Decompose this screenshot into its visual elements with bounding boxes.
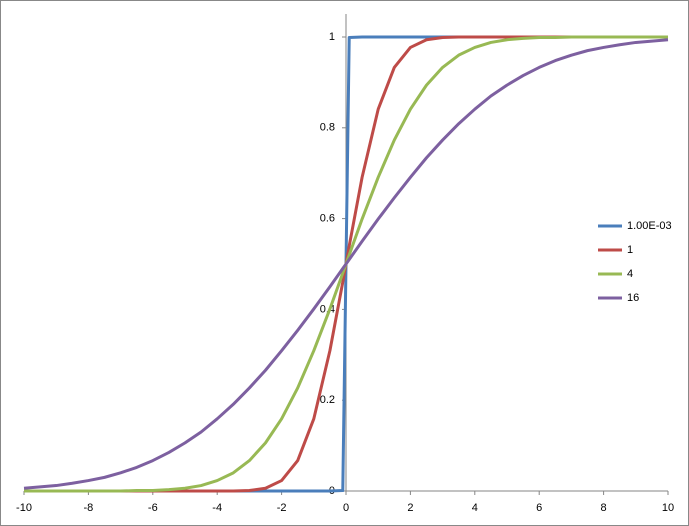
x-tick-label: 4 bbox=[472, 502, 478, 514]
y-tick-label: 0.6 bbox=[320, 213, 335, 225]
x-tick-label: 10 bbox=[662, 502, 674, 514]
x-tick-label: -8 bbox=[84, 502, 94, 514]
y-tick-label: 0.2 bbox=[320, 394, 335, 406]
legend-label: 1 bbox=[627, 244, 633, 256]
y-tick-label: 0.8 bbox=[320, 122, 335, 134]
x-tick-label: 8 bbox=[601, 502, 607, 514]
x-tick-label: 6 bbox=[536, 502, 542, 514]
legend-label: 4 bbox=[627, 268, 633, 280]
x-tick-label: -10 bbox=[16, 502, 32, 514]
x-tick-label: -4 bbox=[212, 502, 222, 514]
y-tick-label: 1 bbox=[329, 31, 335, 43]
x-tick-label: -6 bbox=[148, 502, 158, 514]
legend-label: 1.00E-03 bbox=[627, 220, 672, 232]
x-tick-label: 2 bbox=[407, 502, 413, 514]
legend-label: 16 bbox=[627, 292, 639, 304]
x-tick-label: 0 bbox=[343, 502, 349, 514]
series-line bbox=[23, 38, 669, 490]
x-tick-label: -2 bbox=[277, 502, 287, 514]
